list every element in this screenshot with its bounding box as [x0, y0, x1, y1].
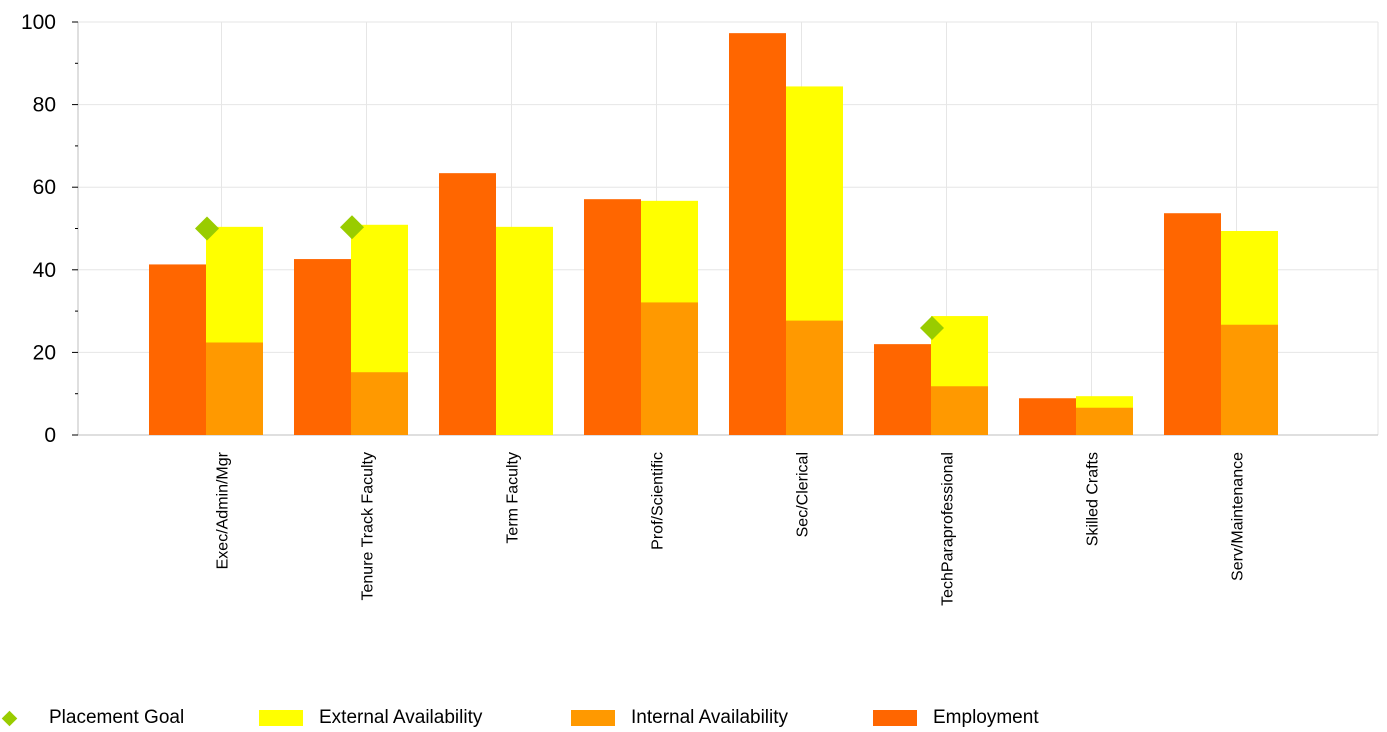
- legend-item-internal-availability: Internal Availability: [571, 704, 788, 732]
- x-tick-label: Tenure Track Faculty: [360, 452, 377, 601]
- bar-internal-availability: [351, 372, 408, 435]
- legend-marker-placement-goal: [1, 710, 18, 726]
- y-tick-label: 40: [33, 259, 56, 282]
- placement-goal-marker: [195, 216, 219, 241]
- y-tick-label: 60: [33, 176, 56, 199]
- legend-item-external-availability: External Availability: [259, 704, 482, 732]
- bar-employment: [149, 264, 206, 435]
- x-tick-label: Exec/Admin/Mgr: [215, 451, 232, 569]
- x-tick-label: TechParaprofessional: [940, 452, 957, 606]
- bar-internal-availability: [1076, 407, 1133, 435]
- legend-label-external-availability: External Availability: [319, 707, 483, 728]
- bar-internal-availability: [641, 302, 698, 435]
- x-tick-label: Term Faculty: [505, 452, 522, 544]
- legend-item-placement-goal: Placement Goal: [0, 704, 184, 732]
- x-tick-label: Sec/Clerical: [795, 452, 812, 537]
- bar-employment: [584, 199, 641, 435]
- bar-internal-availability: [931, 386, 988, 435]
- bar-employment: [1164, 213, 1221, 435]
- bar-employment: [439, 173, 496, 435]
- legend-swatch-external-availability: [259, 710, 303, 726]
- chart-plot: 0 20 40 60 80 100 Exec/Admin/Mgr Tenure Track F…: [21, 11, 1379, 606]
- placement-goal-marker: [920, 316, 944, 341]
- y-tick-label: 20: [33, 341, 56, 364]
- x-tick-label: Skilled Crafts: [1085, 452, 1102, 546]
- x-tick-label: Prof/Scientific: [650, 452, 667, 550]
- y-tick-label: 100: [21, 11, 56, 34]
- bar-internal-availability: [786, 320, 843, 435]
- bar-employment: [1019, 398, 1076, 435]
- bar-internal-availability: [1221, 324, 1278, 435]
- y-tick-label: 0: [44, 424, 56, 447]
- placement-goal-marker: [340, 215, 364, 240]
- legend-item-employment: Employment: [873, 704, 1039, 732]
- bar-employment: [874, 344, 931, 435]
- x-tick-label: Serv/Maintenance: [1230, 452, 1247, 581]
- bar-employment: [729, 33, 786, 435]
- bar-internal-availability: [206, 342, 263, 435]
- bar-employment: [294, 259, 351, 435]
- legend-label-employment: Employment: [933, 707, 1039, 728]
- legend-swatch-internal-availability: [571, 710, 615, 726]
- legend-label-placement-goal: Placement Goal: [49, 707, 185, 728]
- chart-legend: Placement Goal External Availability Int…: [0, 704, 1387, 732]
- y-tick-label: 80: [33, 94, 56, 117]
- legend-swatch-employment: [873, 710, 917, 726]
- legend-label-internal-availability: Internal Availability: [631, 707, 789, 728]
- bar-external-availability: [496, 226, 553, 435]
